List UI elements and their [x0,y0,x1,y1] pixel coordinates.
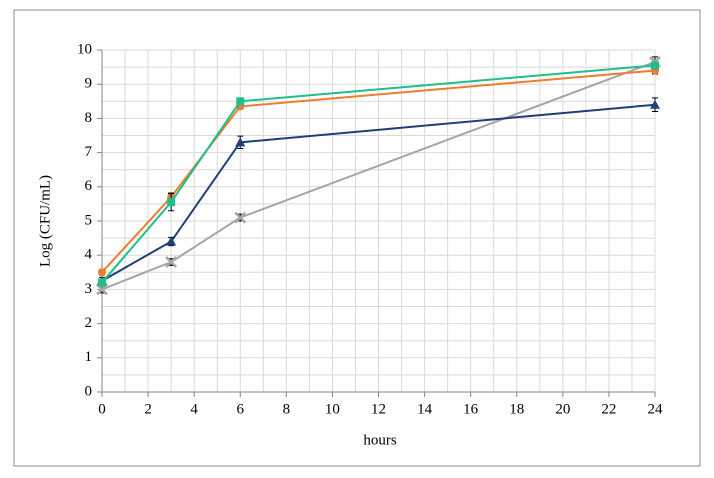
point [235,137,246,147]
x-tick-label: 22 [601,401,616,417]
point [234,211,247,224]
x-tick-label: 10 [325,401,340,417]
series-line [101,103,656,282]
y-tick-label: 2 [85,315,93,331]
series-line [101,61,656,291]
y-tick-label: 3 [85,281,93,297]
point [651,61,659,70]
y-tick-label: 6 [85,178,93,194]
x-tick-label: 6 [237,401,245,417]
x-tick-label: 2 [144,401,152,417]
x-axis-label: hours [363,432,396,448]
point [165,256,178,268]
y-tick-label: 9 [85,76,93,92]
y-tick-label: 7 [85,144,93,160]
y-tick-label: 10 [77,41,92,57]
point [650,99,660,109]
x-tick-label: 16 [463,401,479,417]
y-tick-label: 5 [85,212,93,228]
x-tick-label: 0 [98,401,106,417]
point [166,236,177,246]
point [98,278,106,287]
y-axis-label: Log (CFU/mL) [37,175,53,267]
y-tick-label: 1 [85,349,93,365]
x-tick-label: 20 [555,401,570,417]
y-tick-label: 4 [85,247,93,263]
y-tick-label: 8 [85,110,93,126]
point [236,97,245,106]
x-tick-label: 12 [371,401,386,417]
x-tick-label: 18 [509,401,524,417]
point [167,198,176,207]
x-tick-label: 24 [648,401,664,417]
x-tick-label: 14 [417,401,433,417]
x-tick-label: 8 [283,401,291,417]
x-tick-label: 4 [190,401,198,417]
series-line [101,64,656,284]
point [98,268,106,277]
y-tick-label: 0 [85,383,93,399]
